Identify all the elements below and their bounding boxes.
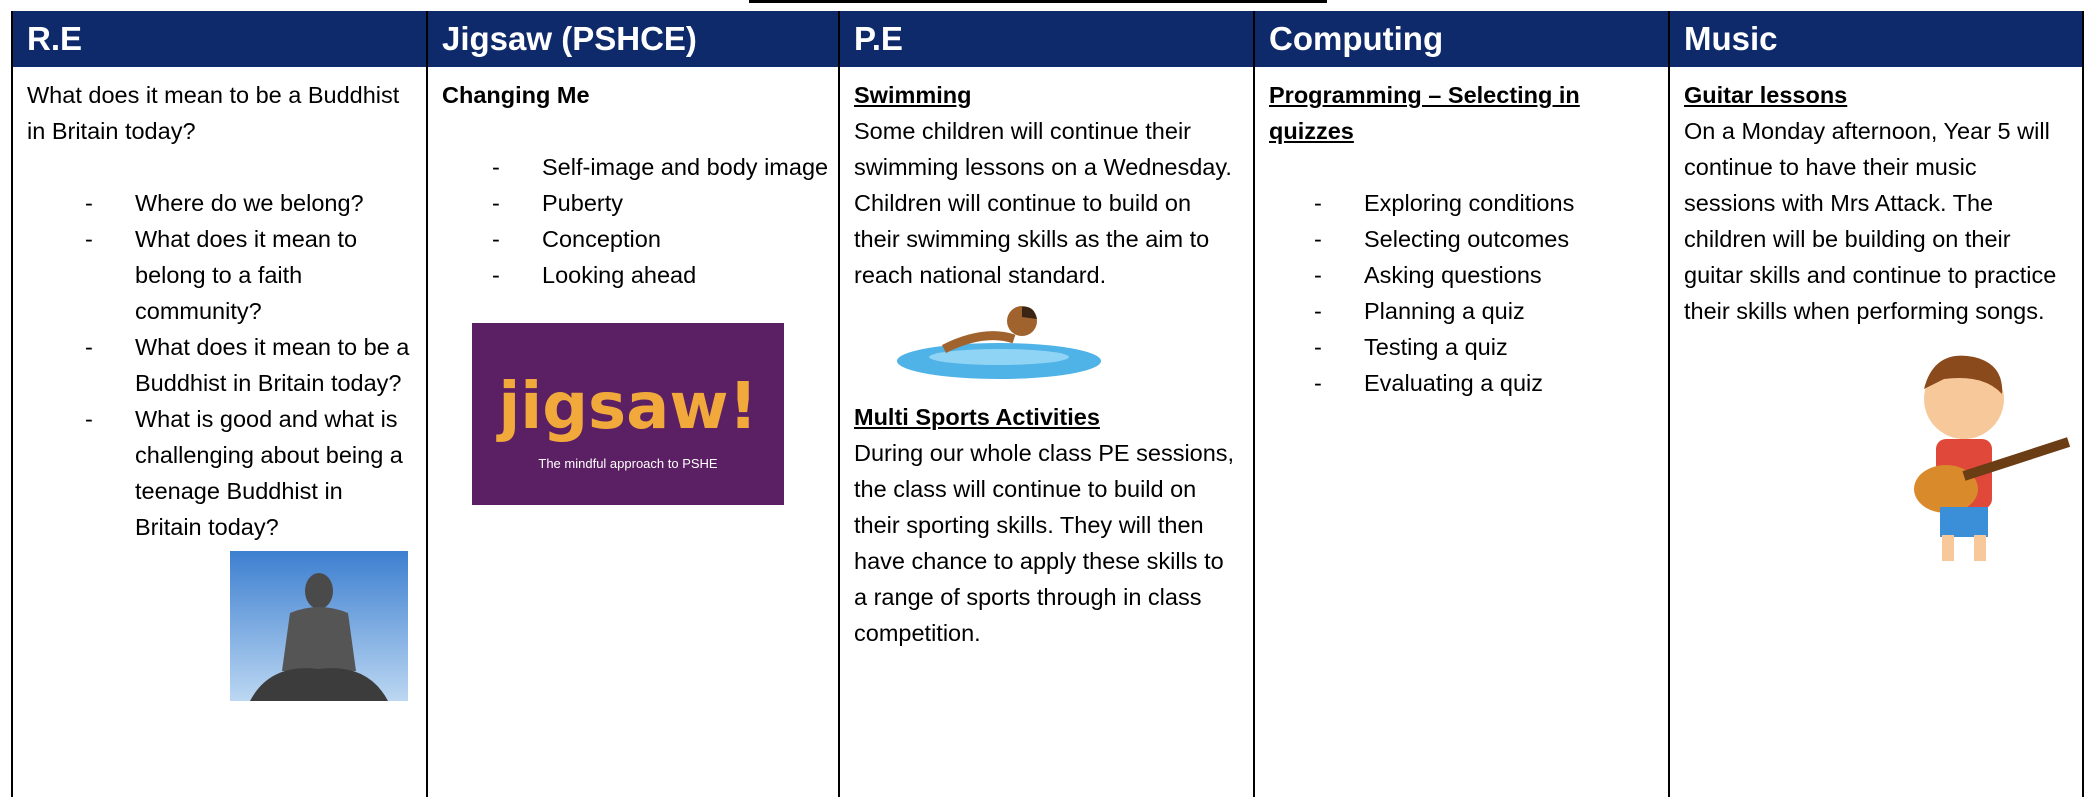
column-body: Guitar lessons On a Monday afternoon, Ye… xyxy=(1670,67,2082,569)
bullet-item: Puberty xyxy=(492,185,829,221)
swimmer-image xyxy=(897,306,1101,379)
logo-tagline: The mindful approach to PSHE xyxy=(538,456,718,471)
bullet-list: Self-image and body imagePubertyConcepti… xyxy=(442,149,829,293)
column-header: P.E xyxy=(840,11,1253,67)
bullet-item: What is good and what is challenging abo… xyxy=(85,401,414,545)
column: P.E Swimming Some children will continue… xyxy=(838,11,1253,797)
column-body: Swimming Some children will continue the… xyxy=(840,67,1253,651)
bullet-item: What does it mean to be a Buddhist in Br… xyxy=(85,329,414,401)
column-body: What does it mean to be a Buddhist in Br… xyxy=(13,67,426,701)
bullet-item: What does it mean to belong to a faith c… xyxy=(85,221,414,329)
bullet-item: Selecting outcomes xyxy=(1314,221,1656,257)
paragraph: Some children will continue their swimmi… xyxy=(854,118,1232,288)
bullet-item: Exploring conditions xyxy=(1314,185,1656,221)
heading: Guitar lessons xyxy=(1684,82,1848,108)
bullet-item: Asking questions xyxy=(1314,257,1656,293)
guitar-boy-image xyxy=(1914,355,2071,561)
column-header: Music xyxy=(1670,11,2082,67)
column: R.E What does it mean to be a Buddhist i… xyxy=(11,11,426,797)
column-header: Jigsaw (PSHCE) xyxy=(428,11,841,67)
heading: Programming – Selecting in quizzes xyxy=(1269,82,1580,144)
title-underline xyxy=(749,0,1327,3)
bullet-list: Where do we belong?What does it mean to … xyxy=(27,185,414,545)
bullet-item: Looking ahead xyxy=(492,257,829,293)
bullet-item: Evaluating a quiz xyxy=(1314,365,1656,401)
jigsaw-logo: jigsaw! The mindful approach to PSHE xyxy=(472,323,784,505)
buddha-image xyxy=(230,551,408,701)
column-header: R.E xyxy=(13,11,426,67)
bullet-item: Conception xyxy=(492,221,829,257)
paragraph: On a Monday afternoon, Year 5 will conti… xyxy=(1684,118,2057,324)
column-header: Computing xyxy=(1255,11,1668,67)
heading: Multi Sports Activities xyxy=(854,404,1100,430)
logo-word: jigsaw! xyxy=(495,370,757,444)
intro: What does it mean to be a Buddhist in Br… xyxy=(27,82,400,144)
bullet-list: Exploring conditionsSelecting outcomesAs… xyxy=(1269,185,1656,401)
bullet-item: Testing a quiz xyxy=(1314,329,1656,365)
heading: Changing Me xyxy=(442,82,590,108)
column-body: Programming – Selecting in quizzes Explo… xyxy=(1255,67,1668,401)
column-body: Changing Me Self-image and body imagePub… xyxy=(428,67,841,505)
bullet-item: Planning a quiz xyxy=(1314,293,1656,329)
column: Music Guitar lessons On a Monday afterno… xyxy=(1668,11,2084,797)
heading: Swimming xyxy=(854,82,972,108)
bullet-item: Where do we belong? xyxy=(85,185,414,221)
column: Jigsaw (PSHCE) Changing Me Self-image an… xyxy=(426,11,841,797)
paragraph: During our whole class PE sessions, the … xyxy=(854,440,1235,646)
bullet-item: Self-image and body image xyxy=(492,149,829,185)
column: Computing Programming – Selecting in qui… xyxy=(1253,11,1668,797)
